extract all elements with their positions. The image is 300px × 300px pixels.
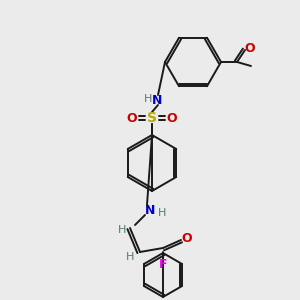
Text: H: H: [126, 252, 134, 262]
Text: O: O: [127, 112, 137, 124]
Text: F: F: [159, 257, 167, 271]
Text: S: S: [147, 111, 157, 125]
Text: O: O: [167, 112, 177, 124]
Text: N: N: [152, 94, 162, 107]
Text: H: H: [144, 94, 152, 104]
Text: H: H: [118, 225, 126, 235]
Text: N: N: [145, 203, 155, 217]
Text: O: O: [182, 232, 192, 244]
Text: H: H: [158, 208, 166, 218]
Text: O: O: [245, 41, 255, 55]
